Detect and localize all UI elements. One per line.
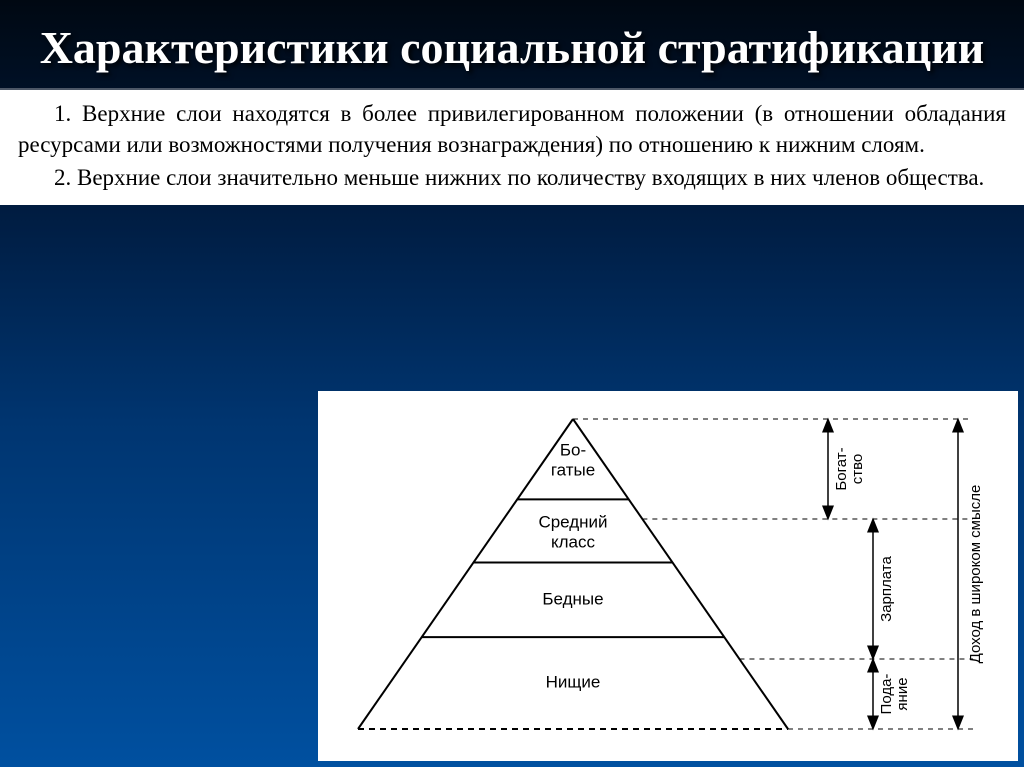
svg-text:яние: яние [894,677,911,710]
slide-title: Характеристики социальной стратификации [0,0,1024,90]
slide-text-block: 1. Верхние слои находятся в более привил… [0,90,1024,205]
slide-root: Характеристики социальной стратификации … [0,0,1024,767]
svg-text:Доход в широком смысле: Доход в широком смысле [967,485,984,664]
svg-text:Богат-: Богат- [833,447,850,490]
pyramid-svg: Бо-гатые Среднийкласс Бедные Нищие Богат-ств… [318,391,1018,761]
svg-text:ство: ство [849,454,866,485]
pyramid-diagram: Бо-гатые Среднийкласс Бедные Нищие Богат-ств… [318,391,1018,761]
svg-text:Пода-: Пода- [878,674,895,715]
svg-text:Зарплата: Зарплата [878,556,895,622]
svg-text:Бедные: Бедные [542,589,603,608]
svg-text:гатые: гатые [551,461,595,480]
pyramid-group: Бо-гатые Среднийкласс Бедные Нищие Богат-ств… [358,419,984,729]
svg-text:Средний: Средний [538,512,607,531]
svg-text:класс: класс [551,532,596,551]
svg-text:Нищие: Нищие [546,673,601,692]
paragraph-1: 1. Верхние слои находятся в более привил… [18,98,1006,160]
svg-text:Бо-: Бо- [560,441,586,460]
paragraph-2: 2. Верхние слои значительно меньше нижни… [18,162,1006,193]
